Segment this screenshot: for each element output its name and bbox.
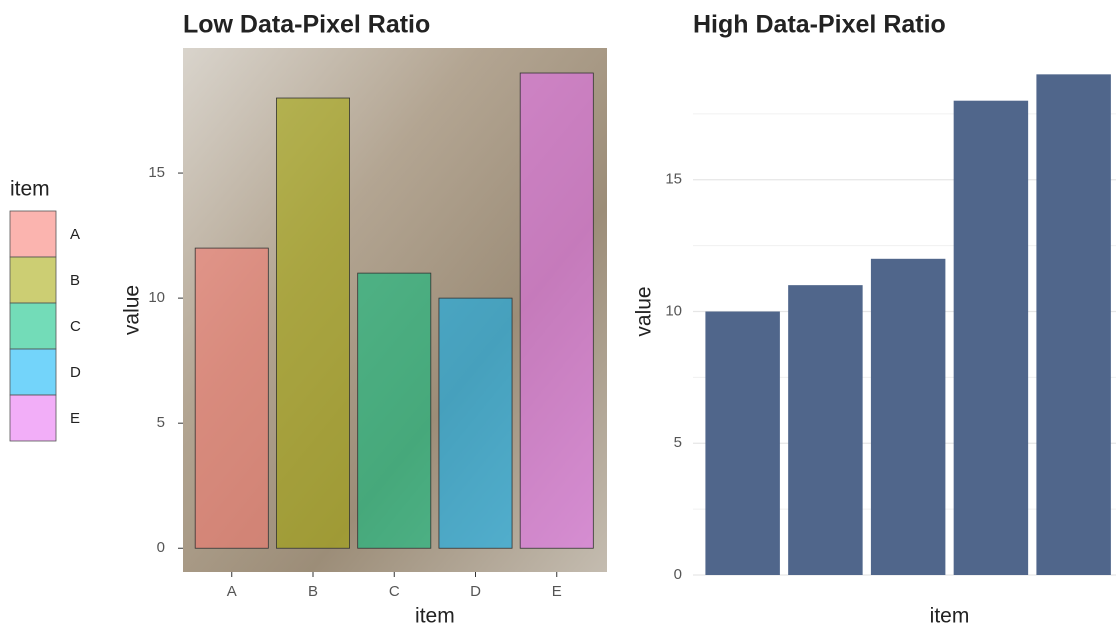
x-tick-label: C [389, 583, 400, 600]
legend-key [9, 394, 57, 442]
y-axis-title: value [633, 286, 656, 336]
y-tick-label: 10 [148, 289, 165, 306]
bar [705, 311, 780, 575]
y-axis-title: value [121, 285, 144, 335]
x-tick-label: E [552, 583, 562, 600]
x-tick-label: A [227, 583, 237, 600]
bar [953, 100, 1029, 575]
legend-key [9, 348, 57, 396]
chart-title: Low Data-Pixel Ratio [183, 11, 430, 39]
y-tick-label: 15 [148, 164, 165, 181]
y-tick-label: 5 [674, 434, 682, 451]
bar [1036, 74, 1111, 575]
x-axis-title: item [930, 605, 970, 628]
x-tick-label: D [470, 583, 481, 600]
bar [194, 247, 269, 549]
legend-key [9, 302, 57, 350]
legend-label: B [70, 272, 80, 289]
legend-label: C [70, 318, 81, 335]
legend-key [9, 210, 57, 258]
bar [357, 272, 432, 549]
y-tick-label: 0 [157, 539, 165, 556]
bar [788, 285, 863, 575]
x-tick-label: B [308, 583, 318, 600]
bar [438, 297, 513, 549]
legend-label: E [70, 410, 80, 427]
y-tick-label: 0 [674, 566, 682, 583]
bar [519, 72, 594, 549]
x-axis-title: item [415, 605, 455, 628]
legend-label: A [70, 226, 80, 243]
legend-key [9, 256, 57, 304]
bar [870, 258, 946, 575]
legend-label: D [70, 364, 81, 381]
y-tick-label: 10 [665, 302, 682, 319]
bar [276, 97, 350, 549]
y-tick-label: 15 [665, 171, 682, 188]
legend-title: item [10, 178, 50, 201]
chart-title: High Data-Pixel Ratio [693, 11, 946, 39]
y-tick-label: 5 [157, 414, 165, 431]
